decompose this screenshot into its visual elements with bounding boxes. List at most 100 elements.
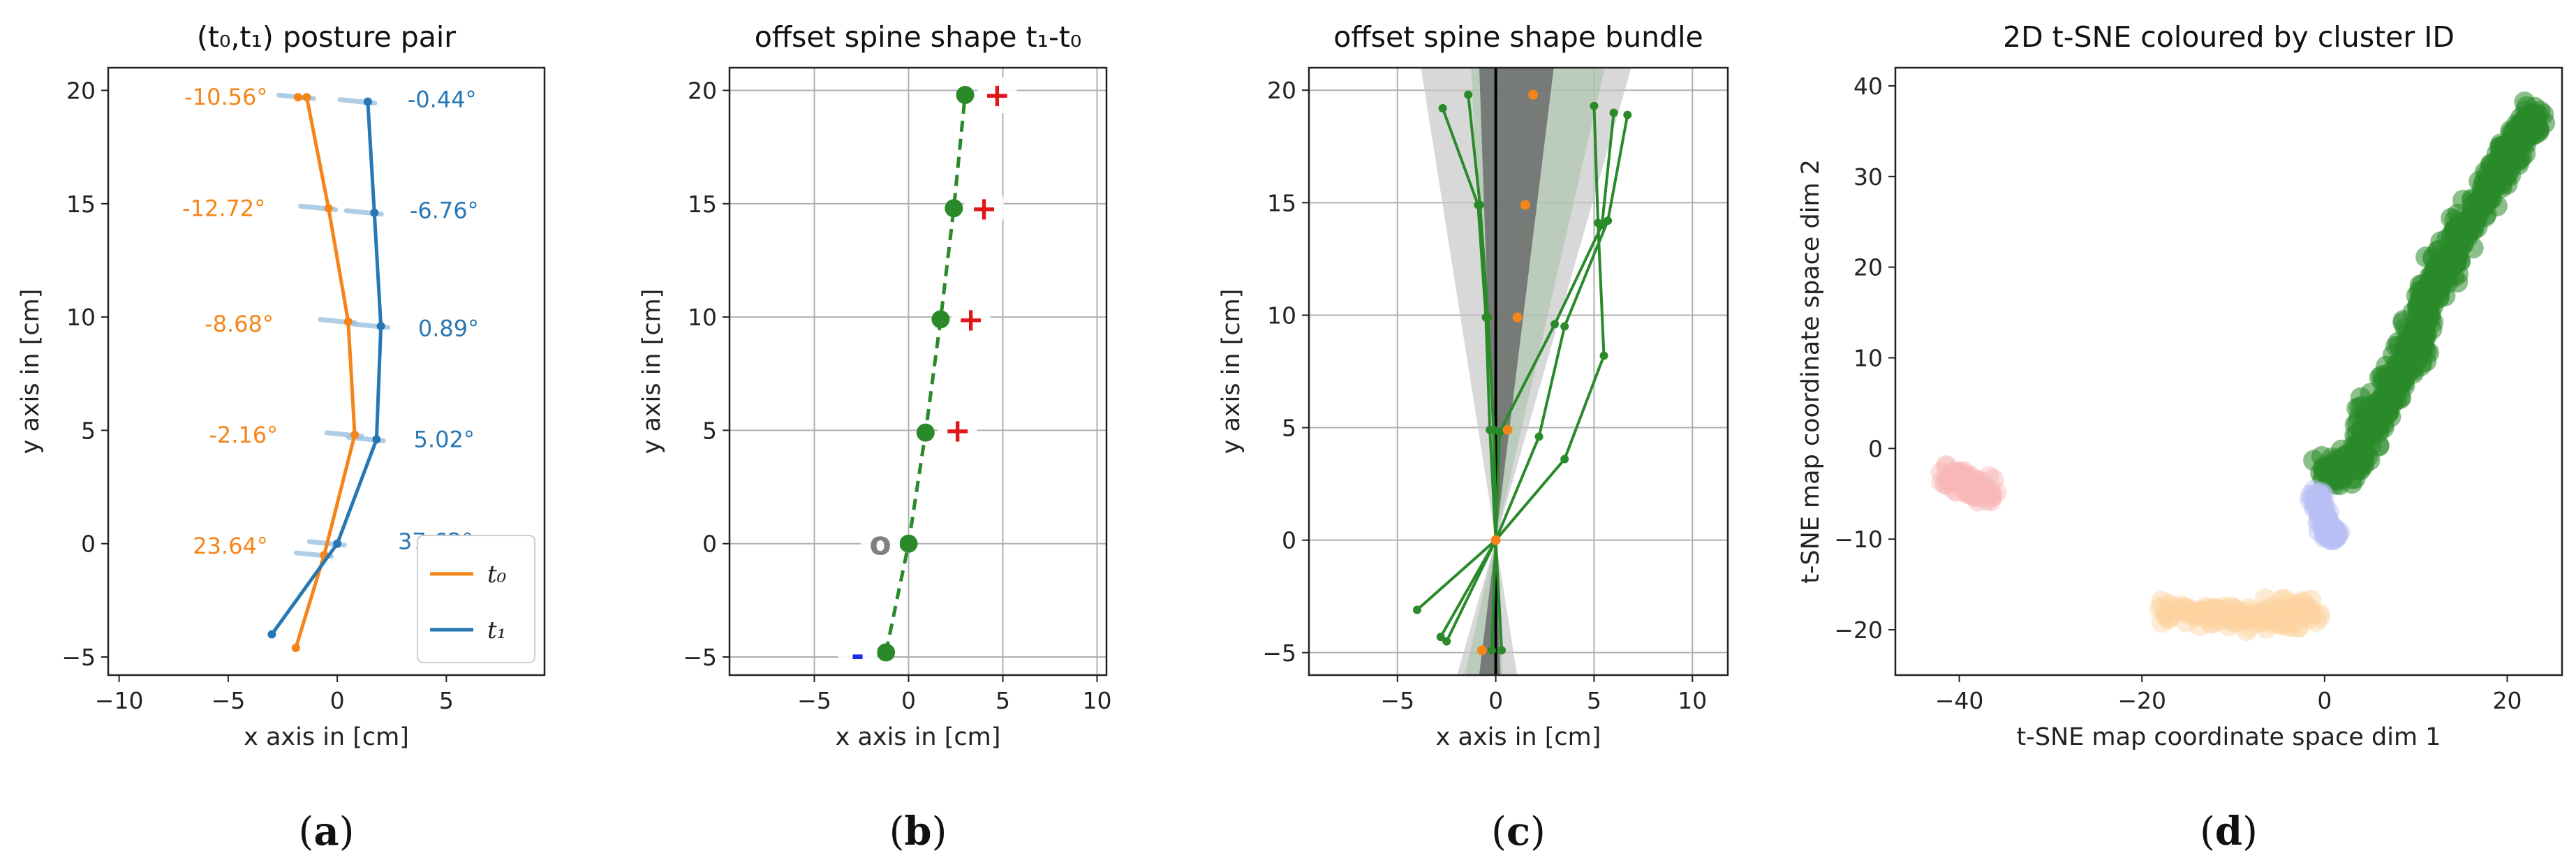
series-point xyxy=(372,435,381,444)
tsne-point-lavender xyxy=(2323,529,2344,551)
tsne-point-peach xyxy=(2237,605,2259,627)
tsne-point-peach xyxy=(2254,588,2276,609)
tsne-point-peach xyxy=(2286,616,2308,638)
tsne-point-pink xyxy=(1950,476,1972,498)
tsne-point-lavender xyxy=(2310,488,2332,510)
tsne-point-pink xyxy=(1953,471,1975,493)
tsne-point-peach xyxy=(2298,601,2320,623)
tsne-point-green xyxy=(2437,267,2459,288)
series-point xyxy=(350,430,360,439)
tsne-point-peach xyxy=(2160,604,2182,626)
tsne-point-pink xyxy=(1963,484,1985,505)
tsne-point-pink xyxy=(1962,481,1984,503)
tsne-point-lavender xyxy=(2324,518,2346,540)
bundle-point xyxy=(1412,605,1421,614)
tsne-point-peach xyxy=(2152,596,2173,618)
tsne-point-peach xyxy=(2175,601,2196,623)
tsne-point-peach xyxy=(2218,615,2240,637)
tsne-point-peach xyxy=(2220,596,2242,618)
tsne-point-pink xyxy=(1978,466,2000,487)
series-point xyxy=(324,204,333,213)
tsne-point-peach xyxy=(2230,603,2251,625)
tsne-point-lavender xyxy=(2323,517,2345,539)
tsne-point-lavender xyxy=(2314,503,2335,525)
tsne-point-pink xyxy=(1938,469,1960,491)
tsne-point-peach xyxy=(2274,589,2295,610)
x-tick-label: 5 xyxy=(1587,687,1601,714)
tsne-point-peach xyxy=(2175,611,2197,633)
tsne-point-lavender xyxy=(2309,505,2330,527)
tsne-point-lavender xyxy=(2311,501,2333,523)
tsne-point-peach xyxy=(2277,615,2299,637)
tsne-point-peach xyxy=(2263,607,2285,628)
tsne-point-peach xyxy=(2274,608,2295,630)
tsne-point-lavender xyxy=(2310,489,2332,510)
tsne-point-peach xyxy=(2191,602,2212,623)
tsne-point-pink xyxy=(1967,480,1989,502)
offset-point xyxy=(945,199,963,218)
tsne-point-peach xyxy=(2263,596,2285,618)
tsne-point-peach xyxy=(2291,600,2313,622)
tsne-point-lavender xyxy=(2311,500,2333,522)
tsne-point-lavender xyxy=(2311,502,2332,524)
panel-title: 2D t-SNE coloured by cluster ID xyxy=(2003,20,2455,54)
tsne-point-pink xyxy=(1969,476,1991,498)
tsne-point-lavender xyxy=(2315,525,2337,547)
tsne-point-peach xyxy=(2239,598,2260,619)
x-tick-label: 10 xyxy=(1083,687,1112,714)
x-axis-label: t-SNE map coordinate space dim 1 xyxy=(2017,723,2441,751)
x-tick-label: −5 xyxy=(1380,687,1414,714)
tsne-point-peach xyxy=(2175,600,2196,621)
tsne-point-pink xyxy=(1960,481,1982,503)
tsne-point-peach xyxy=(2161,596,2182,617)
sign-marker: + xyxy=(984,76,1011,114)
panel-label: (c) xyxy=(1491,808,1546,855)
tsne-point-peach xyxy=(2270,589,2292,611)
tsne-point-peach xyxy=(2190,601,2212,623)
tsne-point-peach xyxy=(2207,610,2228,632)
tsne-point-pink xyxy=(1976,489,1997,511)
tsne-point-pink xyxy=(1945,471,1967,492)
x-tick-label: −10 xyxy=(95,687,144,714)
tsne-point-pink xyxy=(1954,465,1976,487)
tsne-point-lavender xyxy=(2302,487,2324,509)
tsne-point-lavender xyxy=(2314,526,2335,548)
tsne-point-pink xyxy=(1965,479,1987,501)
tsne-point-peach xyxy=(2180,604,2202,626)
x-axis-label: x axis in [cm] xyxy=(244,723,409,751)
tsne-point-lavender xyxy=(2315,519,2337,540)
x-tick-label: −40 xyxy=(1935,687,1984,714)
bundle-point xyxy=(1436,633,1445,642)
tsne-point-pink xyxy=(1930,462,1952,484)
x-tick-label: −20 xyxy=(2117,687,2166,714)
tsne-point-pink xyxy=(1943,463,1964,485)
annotation-bg xyxy=(175,191,273,223)
tsne-point-peach xyxy=(2223,598,2245,620)
tsne-point-peach xyxy=(2228,609,2250,631)
panel-a: −10 −5 0 5 −5 0 5 10 15 20 x axis in [cm] y axis in… xyxy=(17,20,546,855)
tsne-point-lavender xyxy=(2320,522,2342,544)
bundle-point xyxy=(1464,90,1473,99)
y-tick-label: 0 xyxy=(1868,435,1883,462)
tsne-point-lavender xyxy=(2309,502,2330,524)
series-point xyxy=(363,97,372,106)
annotation-bg xyxy=(393,82,491,114)
tsne-point-pink xyxy=(1946,465,1968,487)
annotation-bg xyxy=(194,417,293,449)
tsne-point-peach xyxy=(2192,604,2214,626)
x-tick-label: 0 xyxy=(901,687,916,714)
y-tick-label: 5 xyxy=(1282,415,1296,442)
tsne-point-lavender xyxy=(2304,498,2325,519)
bundle-point xyxy=(1495,428,1504,436)
panel-title: offset spine shape t₁-t₀ xyxy=(755,20,1082,54)
series-point xyxy=(370,208,379,217)
tsne-point-lavender xyxy=(2327,523,2348,545)
tsne-point-lavender xyxy=(2309,497,2330,519)
tsne-point-pink xyxy=(1953,474,1975,496)
tsne-point-lavender xyxy=(2309,504,2331,526)
tsne-point-peach xyxy=(2191,600,2212,622)
tsne-point-lavender xyxy=(2308,521,2330,542)
tsne-point-lavender xyxy=(2311,496,2333,517)
sign-marker: + xyxy=(957,300,984,338)
